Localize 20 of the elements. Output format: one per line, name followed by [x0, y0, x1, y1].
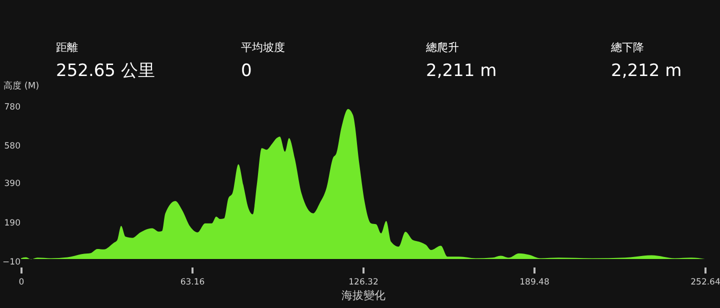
x-tick-label: 63.16 [180, 278, 205, 288]
text: 總下降 [610, 41, 644, 54]
x-tick-label: 0 [18, 278, 24, 288]
y-axis-title: 高度 (M) [4, 80, 40, 92]
text: 0 [241, 61, 252, 81]
text: 252.65 公里 [56, 61, 155, 81]
y-tick-label: −10 [2, 258, 20, 268]
text: 總爬升 [425, 41, 459, 54]
text: 距離 [56, 41, 78, 54]
y-tick-label: 580 [4, 142, 20, 152]
x-tick-label: 126.32 [348, 278, 378, 288]
x-tick-label: 189.48 [520, 278, 550, 288]
y-tick-label: 780 [4, 102, 20, 112]
x-axis-title: 海拔變化 [342, 289, 386, 302]
y-tick-label: 190 [4, 218, 20, 228]
text: 2,211 m [426, 61, 497, 81]
x-tick-label: 252.64 [690, 278, 720, 288]
text: 2,212 m [611, 61, 682, 81]
y-tick-label: 390 [4, 179, 20, 190]
text: 平均坡度 [241, 41, 285, 54]
